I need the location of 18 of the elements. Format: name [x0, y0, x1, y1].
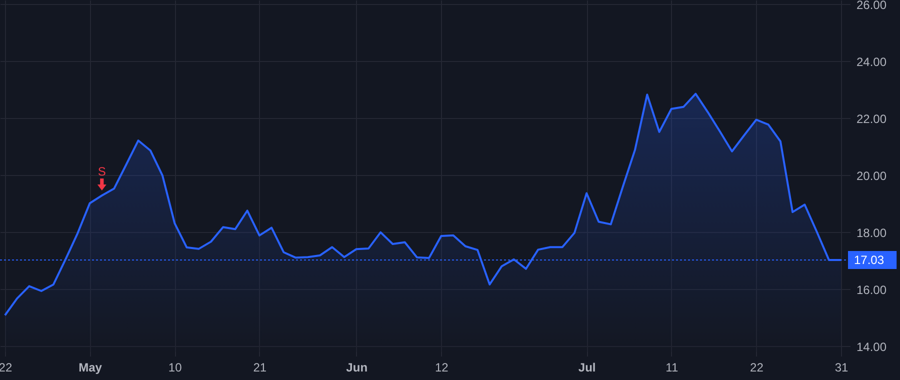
x-tick-label: 31 [834, 360, 849, 374]
y-tick-label: 18.00 [856, 226, 887, 240]
y-tick-label: 16.00 [856, 282, 887, 297]
y-tick-label: 24.00 [856, 54, 887, 69]
x-tick-label: Jun [346, 360, 368, 374]
x-tick-label: May [78, 360, 102, 374]
x-tick-label: 21 [253, 360, 267, 374]
y-tick-label: 14.00 [856, 340, 887, 354]
y-tick-label: 20.00 [856, 168, 887, 183]
x-tick-label: 12 [434, 360, 449, 374]
x-tick-label: 11 [666, 360, 678, 374]
y-tick-label: 22.00 [856, 112, 887, 126]
x-tick-label: 22 [750, 360, 764, 374]
y-tick-label: 26.00 [856, 0, 887, 12]
ref-line-label: 17.03 [854, 252, 884, 267]
x-tick-label: 10 [168, 360, 182, 374]
x-tick-label: Jul [578, 360, 596, 374]
annotation: S [98, 164, 106, 179]
